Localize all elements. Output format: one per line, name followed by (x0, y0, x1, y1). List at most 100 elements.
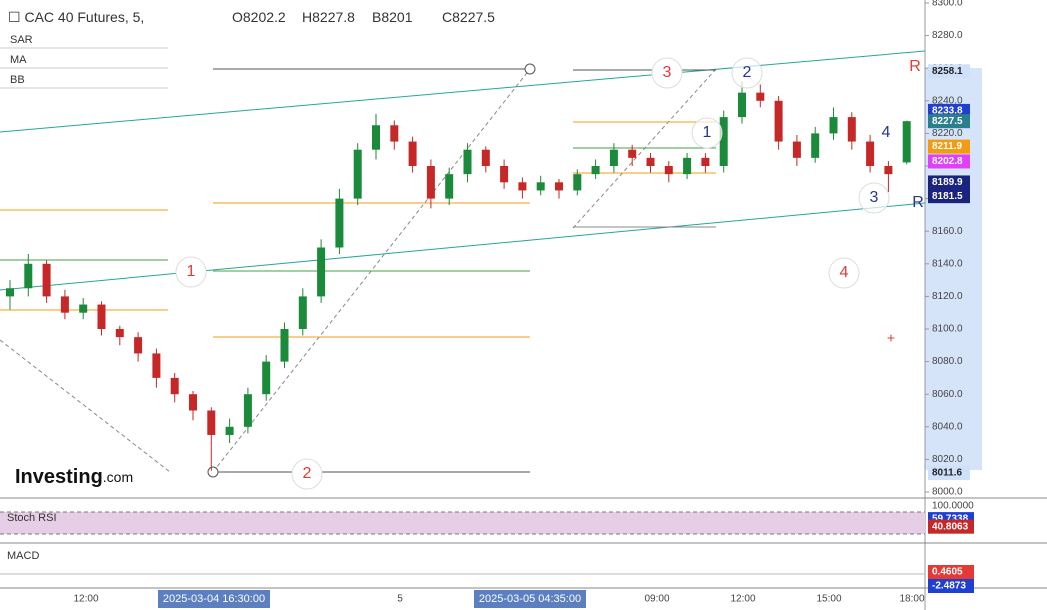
y-tick-label: 8220.0 (932, 128, 963, 139)
macd-label: 0.4605 (932, 567, 963, 578)
price-label: 8011.6 (932, 468, 962, 479)
candle-body (6, 288, 14, 297)
y-tick-label: 8280.0 (932, 30, 963, 41)
y-tick-label: 8120.0 (932, 291, 963, 302)
candle-body (738, 92, 746, 118)
wave-circle (651, 57, 683, 89)
x-tick-label: 5 (397, 594, 403, 605)
x-tick-label: 2025-03-05 04:35:00 (479, 593, 581, 605)
x-tick-label: 12:00 (730, 594, 755, 605)
indicator-name: SAR (10, 34, 33, 46)
ohlc-key: O (232, 9, 243, 25)
blue-wave: 4 (882, 124, 891, 141)
candle-body (701, 157, 710, 166)
candle-body (829, 117, 838, 134)
wave-circle (858, 182, 890, 214)
candle-body (573, 174, 582, 191)
candle-body (24, 263, 33, 289)
price-label: 8211.9 (932, 141, 962, 152)
price-label: 8181.5 (932, 191, 963, 202)
candle-body (683, 157, 692, 175)
x-tick-label: 18:00 (899, 594, 924, 605)
candle-body (225, 426, 234, 435)
macd-title: MACD (7, 550, 39, 562)
candle-body (500, 166, 509, 183)
candle-body (170, 377, 179, 395)
candle-body (481, 149, 490, 166)
stoch-band (0, 512, 925, 534)
wave-circle (175, 256, 207, 288)
x-tick-label: 2025-03-04 16:30:00 (163, 593, 265, 605)
y-tick-label: 8140.0 (932, 258, 963, 269)
logo: Investing.com (15, 466, 133, 488)
ohlc-num: 8201 (381, 9, 412, 25)
price-label-box (928, 139, 970, 154)
candle-body (60, 296, 69, 313)
wave-circle (731, 57, 763, 89)
candle-body (902, 121, 911, 163)
candle-body (664, 166, 673, 175)
candle-body (298, 296, 307, 329)
candle-body (463, 149, 472, 175)
indicator-name: MA (10, 54, 27, 66)
stoch-label: 100.0000 (932, 501, 974, 512)
candle-body (207, 410, 216, 435)
y-tick-label: 8080.0 (932, 356, 963, 367)
candle-body (372, 125, 380, 150)
candle-body (262, 361, 271, 395)
ohlc-key: B (372, 9, 381, 25)
red-wave: R (909, 58, 921, 75)
candle-body (536, 182, 545, 191)
red-wave: 3 (663, 64, 672, 81)
wave-circle (291, 458, 323, 490)
candle-body (390, 125, 399, 142)
price-label-box (928, 175, 970, 190)
price-label-box (928, 189, 970, 204)
price-label: 8227.5 (932, 116, 963, 127)
wave-circle (691, 117, 723, 149)
candle-body (42, 263, 51, 297)
candle-body (774, 100, 783, 142)
candle-body (134, 337, 143, 354)
x-tick-label: 15:00 (816, 594, 841, 605)
y-tick-label: 8100.0 (932, 324, 963, 335)
y-tick-label: 8060.0 (932, 389, 963, 400)
ohlc-num: 8202.2 (243, 9, 286, 25)
y-tick-label: 8020.0 (932, 454, 963, 465)
ohlc-key: C (442, 9, 452, 25)
candle-body (353, 149, 362, 199)
ohlc-value: H8227.8 (302, 9, 355, 25)
candle-body (591, 166, 600, 175)
price-label: 8189.9 (932, 177, 963, 188)
macd-label: -2.4873 (932, 581, 966, 592)
y-tick-label: 8000.0 (932, 487, 963, 498)
x-badge (158, 590, 270, 608)
candle-body (408, 141, 417, 166)
stoch-label-box (928, 519, 974, 534)
macd-label-box (928, 579, 974, 593)
blue-wave: 2 (743, 64, 752, 81)
title: ☐ CAC 40 Futures, 5, (8, 9, 144, 25)
ohlc-key: H (302, 9, 312, 25)
candle-body (280, 329, 289, 362)
price-label: 8233.8 (932, 106, 963, 117)
candle-body (555, 182, 563, 191)
axis-highlight (925, 68, 982, 470)
candle-body (97, 304, 106, 329)
candle-body (628, 149, 637, 158)
ohlc-num: 8227.5 (452, 9, 495, 25)
x-tick-label: 09:00 (644, 594, 669, 605)
candle-body (189, 394, 197, 411)
red-wave: 4 (840, 264, 849, 281)
price-label-box (928, 154, 970, 169)
price-label: 8202.8 (932, 156, 963, 167)
candle-body (646, 157, 655, 166)
ohlc-num: 8227.8 (312, 9, 355, 25)
candle-body (792, 141, 801, 158)
x-tick-label: 12:00 (73, 594, 98, 605)
indicator-name: BB (10, 74, 25, 86)
candle-body (847, 117, 856, 142)
blue-wave: 1 (703, 124, 712, 141)
x-badge (474, 590, 586, 608)
